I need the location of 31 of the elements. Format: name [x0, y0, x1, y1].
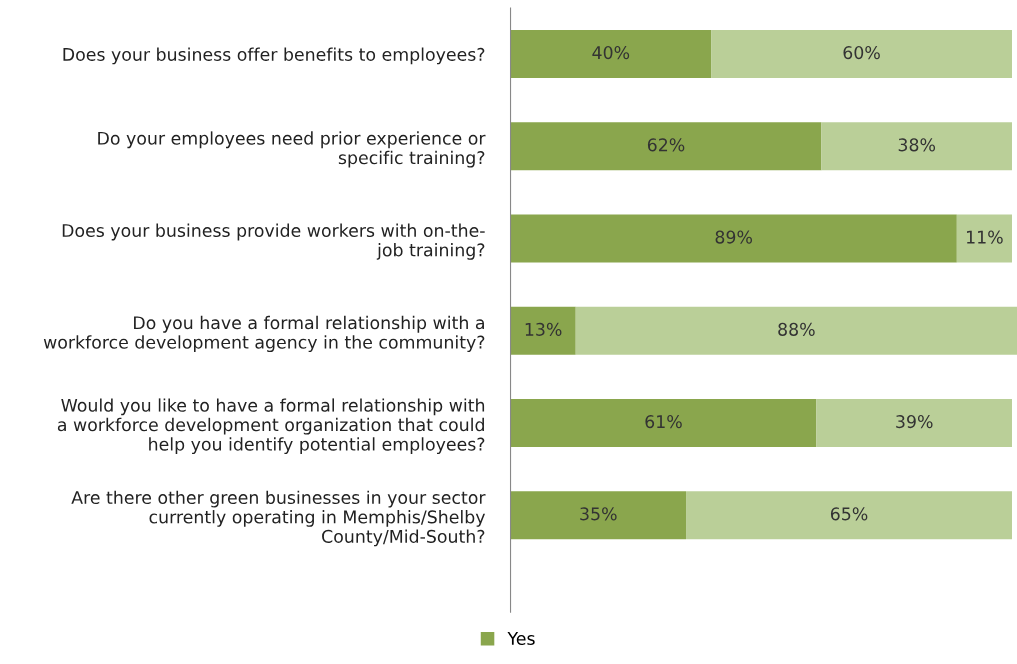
legend-label: Yes	[507, 632, 535, 646]
data-label: 40%	[592, 46, 630, 60]
bar	[816, 399, 1012, 448]
data-label: 39%	[896, 415, 933, 429]
data-label: 11%	[967, 230, 1003, 244]
bar	[510, 30, 712, 79]
y-tick-label: Does your business provide workers with on-the- job training?	[62, 223, 485, 260]
bar	[510, 491, 687, 540]
data-label: 35%	[580, 507, 617, 521]
y-tick-label: Would you like to have a formal relationship with a workforce development organization that could help you identify potential employees?	[57, 398, 485, 455]
data-label: 61%	[645, 415, 682, 429]
y-tick-label: Do your employees need prior experience or specific training?	[98, 131, 486, 168]
bar	[575, 306, 1017, 355]
bar	[510, 399, 817, 448]
bar	[510, 214, 957, 263]
data-label: 65%	[830, 507, 868, 521]
data-label: 38%	[898, 138, 936, 152]
bar	[821, 122, 1012, 171]
data-label: 60%	[843, 46, 880, 60]
bar	[686, 491, 1012, 540]
y-tick-label: Are there other green businesses in your sector currently operating in Memphis/Shelby County/Mid-South?	[71, 490, 486, 547]
bar	[510, 306, 576, 355]
data-label: 88%	[778, 322, 815, 336]
data-label: 62%	[647, 138, 685, 152]
y-tick-label: Do you have a formal relationship with a workforce development agency in the community?	[43, 315, 485, 353]
y-tick-label: Does your business offer benefits to employees?	[63, 47, 485, 65]
bar	[711, 30, 1012, 79]
data-label: 89%	[715, 230, 753, 244]
bar	[510, 122, 822, 171]
bar	[956, 214, 1012, 263]
data-label: 13%	[525, 322, 562, 336]
